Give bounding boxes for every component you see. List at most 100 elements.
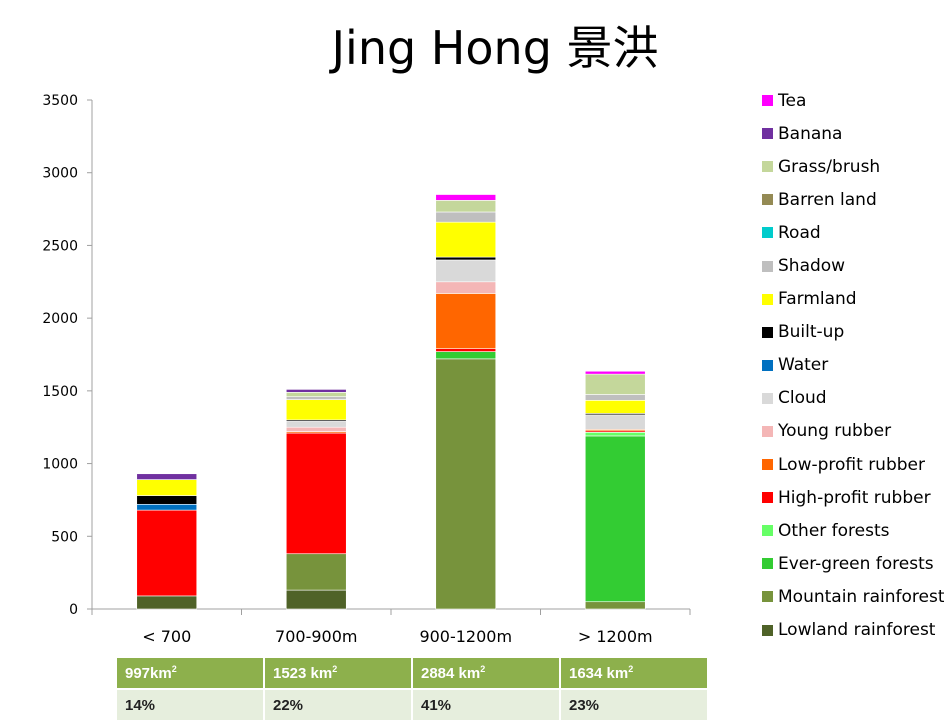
- legend-label: Cloud: [778, 388, 827, 409]
- percent-cell: 41%: [411, 688, 561, 722]
- legend-label: Mountain rainforest: [778, 586, 944, 607]
- percent-cell: 22%: [263, 688, 413, 722]
- bar-segment: [584, 373, 646, 395]
- area-cell: 997km2: [115, 656, 265, 690]
- legend-label: Farmland: [778, 289, 857, 310]
- legend-swatch: [762, 95, 773, 107]
- legend-item: Banana: [762, 117, 944, 150]
- legend-label: Other forests: [778, 520, 890, 541]
- x-tick-label: 700-900m: [275, 627, 357, 646]
- legend-item: Lowland rainforest: [762, 614, 944, 647]
- y-tick-label: 2500: [42, 238, 78, 254]
- bar-segment: [584, 601, 646, 610]
- area-cell: 1523 km2: [263, 656, 413, 690]
- percent-cell: 14%: [115, 688, 265, 722]
- legend-label: Low-profit rubber: [778, 454, 925, 475]
- area-unit-exponent: 2: [332, 664, 338, 674]
- x-tick-label: > 1200m: [578, 627, 653, 646]
- bar-segment: [435, 194, 497, 201]
- x-tick-label: 900-1200m: [419, 627, 512, 646]
- legend-swatch: [762, 161, 773, 173]
- y-tick-label: 3000: [42, 166, 78, 182]
- summary-table: 997km2 1523 km2 2884 km2 1634 km2 14% 22…: [115, 656, 709, 722]
- legend-swatch: [762, 624, 773, 636]
- legend-item: Built-up: [762, 316, 944, 349]
- legend-label: Road: [778, 222, 821, 243]
- area-value: 1523 km: [273, 665, 333, 682]
- legend-swatch: [762, 326, 773, 338]
- bar-segment: [285, 392, 347, 397]
- y-tick-label: 500: [51, 529, 78, 545]
- legend-label: Lowland rainforest: [778, 620, 936, 641]
- area-cell: 1634 km2: [559, 656, 709, 690]
- legend-item: Ever-green forests: [762, 547, 944, 580]
- area-value: 997km: [125, 665, 172, 682]
- bar-segment: [435, 211, 497, 223]
- legend-item: Mountain rainforest: [762, 580, 944, 613]
- percent-row: 14% 22% 41% 23%: [115, 688, 709, 722]
- bar-segment: [136, 503, 198, 511]
- legend-label: Banana: [778, 123, 843, 144]
- area-row: 997km2 1523 km2 2884 km2 1634 km2: [115, 656, 709, 690]
- bar-segment: [285, 432, 347, 555]
- area-value: 1634 km: [569, 665, 629, 682]
- bar-segment: [435, 200, 497, 213]
- y-tick-label: 1000: [42, 457, 78, 473]
- y-tick-label: 2000: [42, 311, 78, 327]
- legend-label: Built-up: [778, 322, 845, 343]
- legend-item: Water: [762, 349, 944, 382]
- legend-swatch: [762, 425, 773, 437]
- bar-segment: [435, 221, 497, 258]
- bar-segment: [435, 256, 497, 261]
- bar-segment: [584, 370, 646, 375]
- bar-segment: [285, 553, 347, 591]
- legend-swatch: [762, 359, 773, 371]
- area-unit-exponent: 2: [628, 664, 634, 674]
- legend-item: Shadow: [762, 249, 944, 282]
- legend-item: Grass/brush: [762, 150, 944, 183]
- legend-swatch: [762, 194, 773, 206]
- legend-swatch: [762, 392, 773, 404]
- bar-segment: [584, 400, 646, 414]
- x-tick-label: < 700: [142, 627, 191, 646]
- legend-label: High-profit rubber: [778, 487, 931, 508]
- legend-swatch: [762, 260, 773, 272]
- legend-item: Tea: [762, 84, 944, 117]
- bar-segment: [285, 399, 347, 421]
- bar-segment: [136, 495, 198, 505]
- bar-segment: [435, 259, 497, 283]
- bar-segment: [584, 414, 646, 430]
- bar-segment: [435, 351, 497, 360]
- percent-cell: 23%: [559, 688, 709, 722]
- legend-swatch: [762, 459, 773, 471]
- area-cell: 2884 km2: [411, 656, 561, 690]
- legend-item: Farmland: [762, 283, 944, 316]
- area-value: 2884 km: [421, 665, 481, 682]
- bar-segment: [285, 589, 347, 610]
- legend-label: Young rubber: [778, 421, 892, 442]
- legend-swatch: [762, 128, 773, 140]
- legend-label: Ever-green forests: [778, 553, 934, 574]
- legend-item: Low-profit rubber: [762, 448, 944, 481]
- bar-segment: [584, 394, 646, 401]
- bar-segment: [136, 479, 198, 496]
- area-unit-exponent: 2: [480, 664, 486, 674]
- legend-label: Tea: [778, 90, 807, 111]
- bar-segment: [435, 281, 497, 294]
- legend-swatch: [762, 525, 773, 537]
- bar-segment: [435, 293, 497, 349]
- bar-segment: [285, 421, 347, 428]
- legend-label: Grass/brush: [778, 156, 881, 177]
- bars: [136, 194, 646, 610]
- legend-swatch: [762, 558, 773, 570]
- legend-label: Shadow: [778, 256, 846, 277]
- axis-labels: 0 500 1000 1500 2000 2500 3000 3500 < 700 700-900…: [42, 93, 652, 646]
- bar-segment: [285, 389, 347, 393]
- bar-segment: [136, 473, 198, 480]
- legend: Tea Banana Grass/brush Barren land Road Shado…: [762, 84, 944, 647]
- bar-segment: [136, 509, 198, 597]
- legend-item: Road: [762, 216, 944, 249]
- y-tick-label: 1500: [42, 384, 78, 400]
- legend-item: Other forests: [762, 514, 944, 547]
- bar-segment: [285, 426, 347, 432]
